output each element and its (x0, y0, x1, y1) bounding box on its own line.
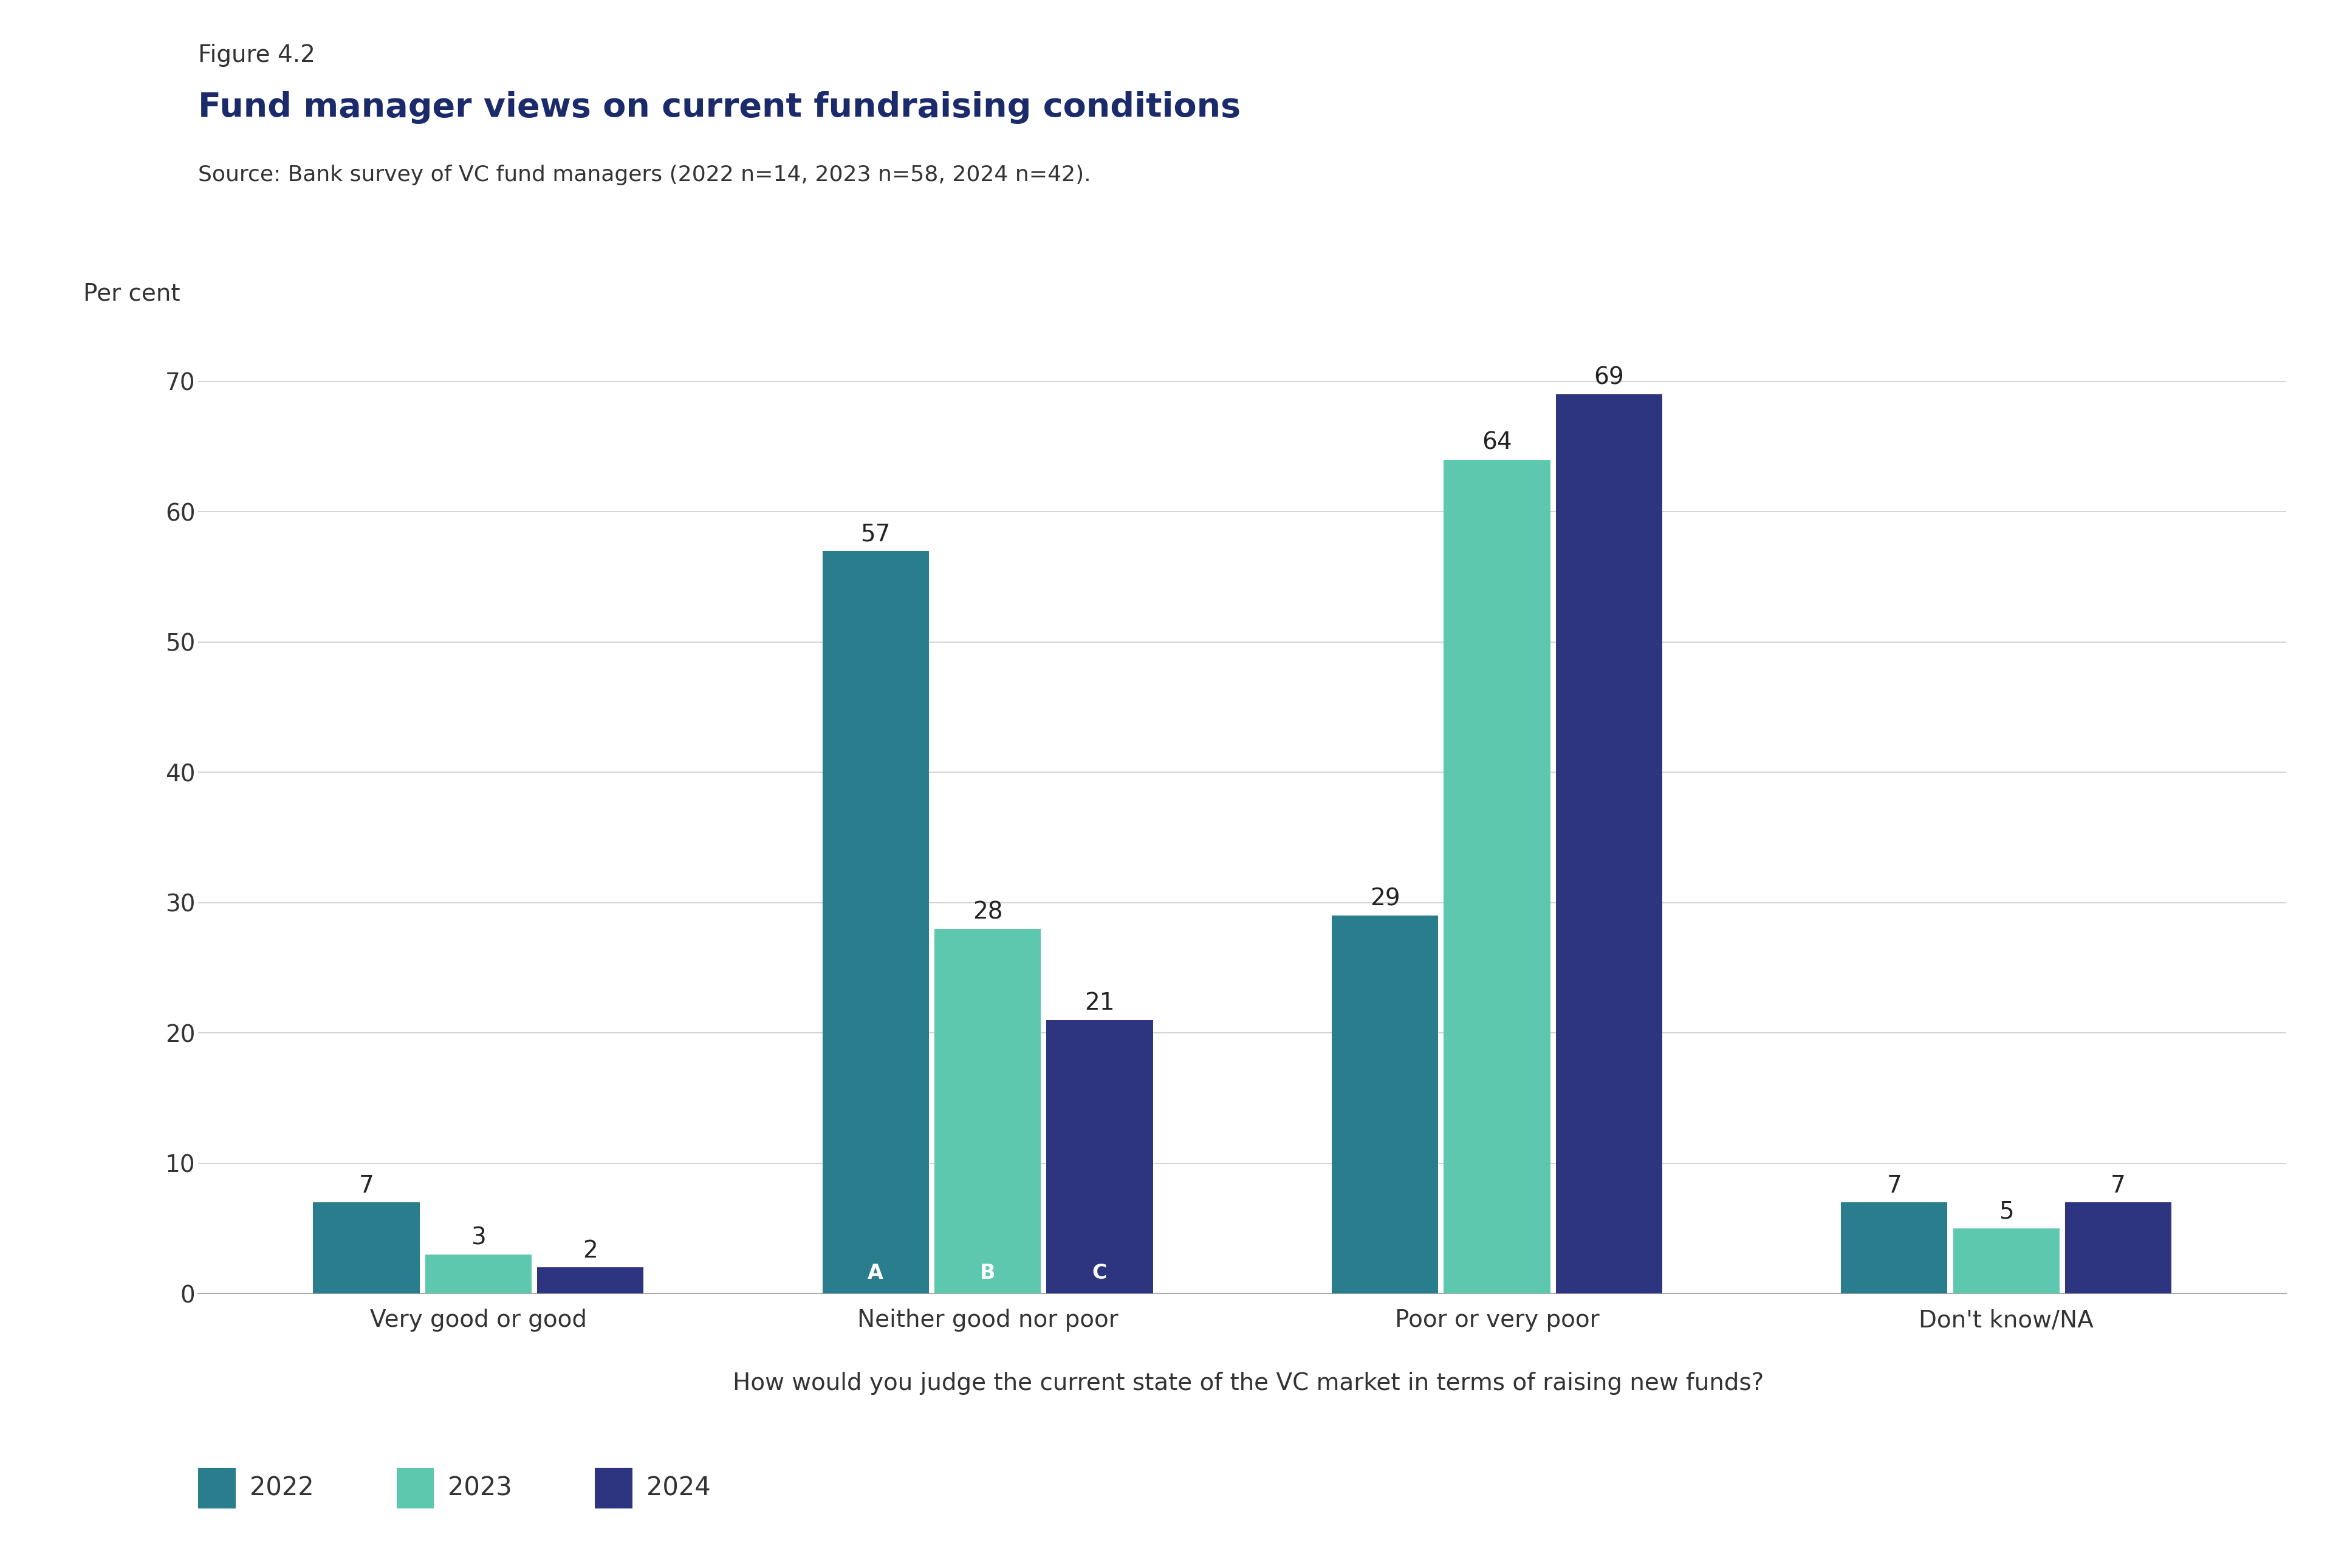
Text: 7: 7 (1887, 1174, 1901, 1198)
Text: A: A (868, 1264, 884, 1283)
Text: Fund manager views on current fundraising conditions: Fund manager views on current fundraisin… (198, 91, 1241, 124)
Text: B: B (408, 1480, 422, 1496)
Text: A: A (210, 1480, 224, 1496)
Bar (425, 1254, 532, 1294)
Bar (537, 1267, 644, 1294)
Text: 3: 3 (471, 1226, 485, 1250)
Text: 28: 28 (973, 900, 1003, 924)
Bar (1444, 459, 1549, 1294)
Bar (1841, 1203, 1948, 1294)
Text: B: B (980, 1264, 996, 1283)
Text: 2023: 2023 (448, 1475, 513, 1501)
Text: 57: 57 (861, 522, 891, 546)
Text: Per cent: Per cent (84, 282, 180, 306)
Text: C: C (1092, 1264, 1108, 1283)
Bar (1048, 1019, 1153, 1294)
Bar (1953, 1228, 2060, 1294)
Text: Figure 4.2: Figure 4.2 (198, 44, 315, 67)
Text: 2022: 2022 (250, 1475, 315, 1501)
Text: 29: 29 (1369, 887, 1400, 911)
Bar (313, 1203, 420, 1294)
Text: How would you judge the current state of the VC market in terms of raising new f: How would you judge the current state of… (733, 1372, 1764, 1396)
Bar (824, 550, 929, 1294)
Text: 21: 21 (1085, 991, 1115, 1014)
Text: 64: 64 (1481, 431, 1512, 455)
Text: 69: 69 (1593, 367, 1624, 389)
Bar (1556, 395, 1661, 1294)
Text: 7: 7 (2111, 1174, 2125, 1198)
Text: 2: 2 (583, 1239, 597, 1262)
Bar (936, 928, 1041, 1294)
Bar (1332, 916, 1437, 1294)
Text: 2024: 2024 (646, 1475, 712, 1501)
Text: 5: 5 (1999, 1200, 2013, 1223)
Text: 7: 7 (359, 1174, 373, 1198)
Text: Source: Bank survey of VC fund managers (2022 n=14, 2023 n=58, 2024 n=42).: Source: Bank survey of VC fund managers … (198, 165, 1092, 185)
Text: C: C (607, 1480, 621, 1496)
Bar (2065, 1203, 2172, 1294)
